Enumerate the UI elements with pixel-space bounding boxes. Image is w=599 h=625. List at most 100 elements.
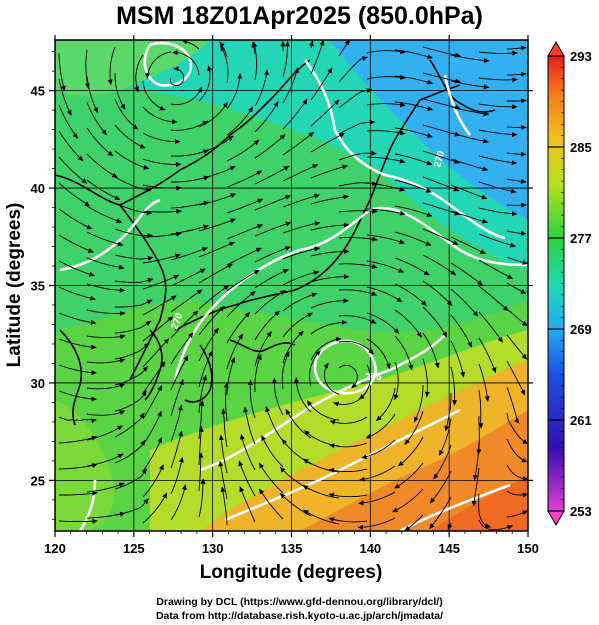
streamline (450, 80, 490, 90)
streamline (226, 247, 262, 266)
streamline (366, 260, 405, 273)
streamline (478, 233, 516, 248)
streamline (142, 295, 177, 316)
streamline (358, 491, 396, 506)
streamline (170, 379, 184, 417)
streamline (239, 486, 256, 523)
streamline (450, 54, 490, 63)
streamline (58, 260, 95, 277)
streamline (114, 498, 149, 516)
streamline (258, 462, 284, 494)
streamline (422, 202, 461, 216)
streamline (282, 40, 291, 78)
streamline (58, 518, 98, 524)
contour-label: 270 (432, 149, 447, 168)
streamline (170, 430, 183, 469)
streamline (254, 195, 292, 211)
streamline (170, 355, 189, 391)
streamline (506, 334, 528, 360)
streamline (86, 425, 123, 441)
streamline (506, 308, 528, 327)
streamline (114, 366, 148, 386)
streamline (478, 363, 490, 402)
footer-credit-data: Data from http://database.rish.kyoto-u.a… (155, 610, 444, 622)
streamline (394, 101, 433, 111)
streamline (506, 490, 528, 498)
streamline (198, 426, 204, 466)
streamline (506, 438, 528, 463)
streamline (114, 412, 145, 438)
streamline (254, 269, 289, 289)
streamline (282, 270, 320, 286)
streamline (429, 470, 452, 504)
streamline (309, 350, 321, 387)
streamline (240, 433, 256, 471)
streamline (506, 282, 527, 294)
streamline (450, 132, 489, 144)
streamline (114, 468, 147, 490)
streamline (282, 292, 318, 312)
streamline (478, 337, 497, 374)
streamline (450, 288, 479, 317)
streamline (447, 522, 453, 531)
streamline (338, 56, 368, 83)
streamline (170, 289, 203, 313)
streamline (198, 284, 230, 310)
streamline (310, 336, 342, 361)
streamline (359, 465, 396, 482)
y-axis-label: Latitude (degrees) (4, 203, 25, 368)
streamline (198, 305, 225, 336)
streamline (198, 327, 219, 362)
footer-credit-drawing: Drawing by DCL (https://www.gfd-dennou.o… (156, 596, 443, 608)
streamline (422, 358, 430, 398)
streamline (142, 410, 162, 446)
x-tick-label: 125 (123, 541, 145, 556)
streamline (433, 444, 452, 480)
streamline (450, 210, 489, 224)
streamline (429, 496, 452, 530)
streamline (366, 338, 391, 370)
streamline (506, 45, 527, 51)
streamline (254, 69, 269, 107)
streamline (422, 280, 453, 307)
streamline (58, 182, 91, 207)
streamline (238, 460, 256, 497)
streamline (170, 86, 203, 106)
streamline (221, 408, 228, 448)
streamline (394, 49, 433, 60)
streamline (422, 72, 461, 84)
streamline (282, 193, 320, 208)
streamline (422, 306, 448, 338)
streamline (114, 439, 146, 464)
streamline (258, 488, 284, 520)
streamline (394, 153, 433, 166)
streamline (198, 135, 234, 154)
streamline (198, 263, 233, 284)
streamline (265, 406, 284, 442)
streamline (450, 106, 490, 117)
streamline (142, 464, 164, 498)
streamline (254, 353, 262, 393)
streamline (86, 153, 118, 178)
streamline (142, 253, 181, 264)
streamline (394, 283, 427, 306)
streamline (198, 452, 204, 492)
streamline (58, 390, 97, 402)
streamline (254, 246, 291, 263)
streamline (376, 387, 396, 422)
streamline (181, 40, 200, 50)
streamline (170, 268, 206, 287)
streamline (422, 150, 460, 164)
streamline (478, 389, 484, 429)
streamline (323, 362, 340, 395)
streamline (308, 40, 314, 49)
streamline (394, 231, 432, 246)
streamline (281, 351, 290, 390)
streamline (58, 338, 97, 350)
streamline (338, 87, 373, 109)
streamline (254, 165, 290, 185)
streamline (114, 390, 147, 412)
streamline (58, 312, 97, 325)
streamline (333, 390, 368, 407)
streamline (86, 453, 124, 467)
